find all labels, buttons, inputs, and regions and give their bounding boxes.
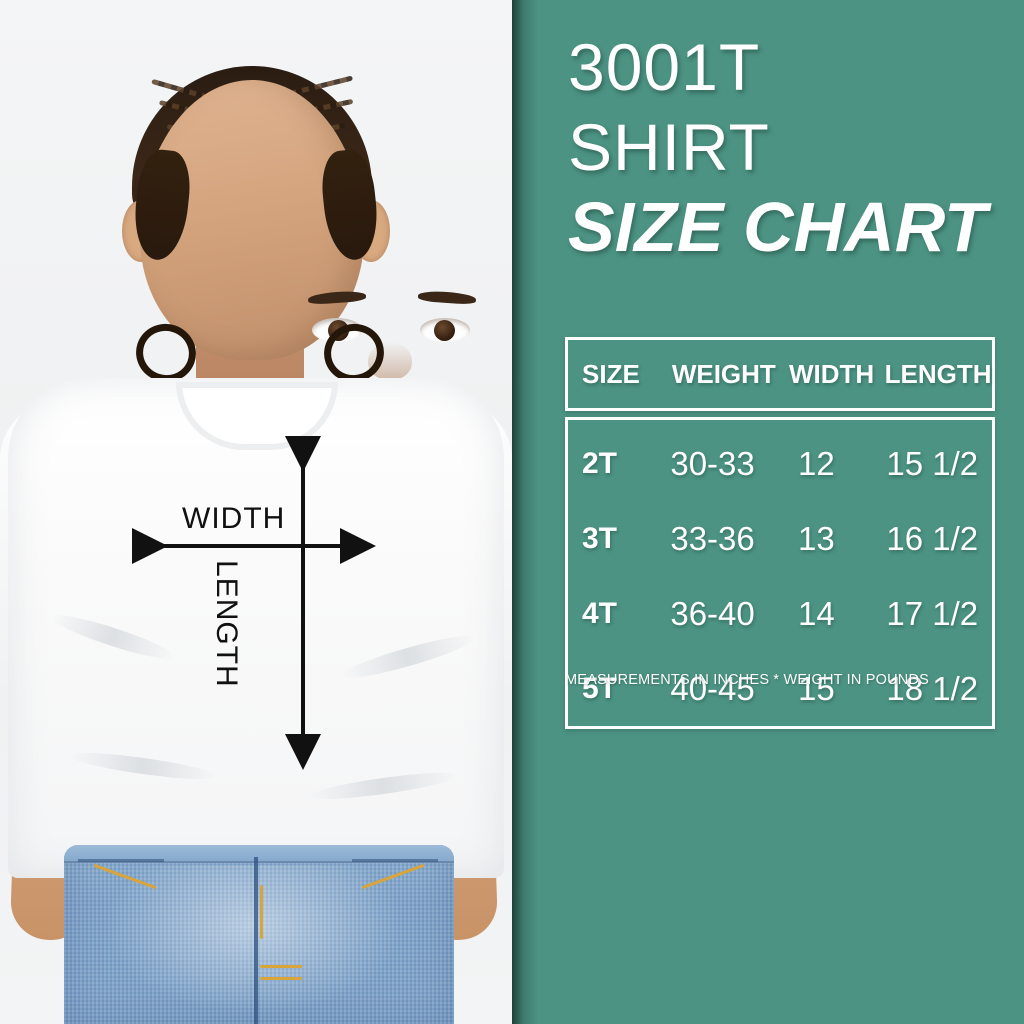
model-brow-left <box>307 289 367 306</box>
table-body-box: 2T 30-33 12 15 1/2 3T 33-36 13 16 1/2 4T… <box>565 417 995 729</box>
cell-size: 3T <box>582 521 618 555</box>
cell-width: 12 <box>798 444 835 482</box>
cell-size: 2T <box>582 446 618 480</box>
column-header-weight: WEIGHT <box>671 358 776 389</box>
table-row: 5T 40-45 15 18 1/2 <box>568 651 992 726</box>
jeans-fly-seam <box>254 857 258 1024</box>
jeans-pocket-right <box>352 859 438 922</box>
cell-length: 17 1/2 <box>886 594 979 632</box>
table-row: 2T 30-33 12 15 1/2 <box>568 426 992 501</box>
table-row: 4T 36-40 14 17 1/2 <box>568 576 992 651</box>
size-chart-title: SIZE CHART <box>568 188 987 266</box>
column-header-width: WIDTH <box>788 358 875 389</box>
panel-title-block: 3001T SHIRT SIZE CHART <box>568 34 998 262</box>
model-nose <box>368 342 412 380</box>
cell-length: 15 1/2 <box>886 444 979 482</box>
size-table: SIZE WEIGHT WIDTH LENGTH 2T 30-33 12 15 … <box>565 337 995 729</box>
cell-length: 16 1/2 <box>886 519 979 557</box>
model-eye-left <box>312 318 362 342</box>
product-photo: WIDTH LENGTH <box>0 0 512 1024</box>
cell-weight: 30-33 <box>670 444 755 482</box>
cell-size: 4T <box>582 596 618 630</box>
blue-jeans <box>64 845 454 1024</box>
cell-width: 14 <box>798 594 835 632</box>
size-chart-panel: 3001T SHIRT SIZE CHART SIZE WEIGHT WIDTH… <box>512 0 1024 1024</box>
child-model-figure <box>0 66 512 1024</box>
model-brow-right <box>417 289 477 306</box>
model-eye-right <box>420 318 470 342</box>
cell-size: 5T <box>582 671 618 705</box>
jeans-waistband <box>64 845 454 863</box>
garment-type-title: SHIRT <box>568 110 770 184</box>
measurement-footnote: MEASUREMENTS IN INCHES * WEIGHT IN POUND… <box>565 672 930 688</box>
cell-length: 18 1/2 <box>886 669 979 707</box>
panel-edge-shadow <box>512 0 538 1024</box>
table-header-row: SIZE WEIGHT WIDTH LENGTH <box>568 359 992 390</box>
model-number-title: 3001T <box>568 30 761 104</box>
cell-width: 13 <box>798 519 835 557</box>
column-header-length: LENGTH <box>884 358 992 389</box>
table-row: 3T 33-36 13 16 1/2 <box>568 501 992 576</box>
cell-weight: 36-40 <box>670 594 755 632</box>
cell-weight: 33-36 <box>670 519 755 557</box>
cell-width: 15 <box>798 669 835 707</box>
column-header-size: SIZE <box>582 358 640 389</box>
white-tshirt <box>8 378 504 878</box>
table-header-box: SIZE WEIGHT WIDTH LENGTH <box>565 337 995 411</box>
cell-weight: 40-45 <box>670 669 755 707</box>
